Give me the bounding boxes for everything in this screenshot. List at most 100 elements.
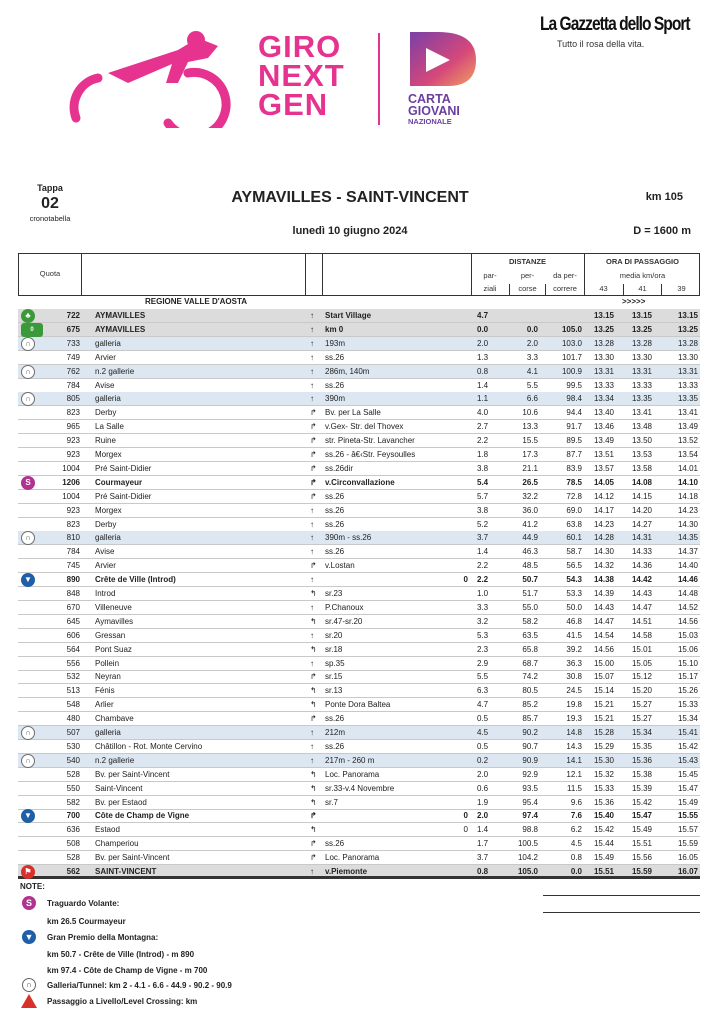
table-row: ♣ 722 AYMAVILLES ↑ Start Village 4.7 13.15 13.1…	[18, 309, 700, 323]
covered-km-cell: 10.6	[522, 408, 538, 418]
time-39-cell: 15.47	[677, 783, 698, 793]
gpm-icon: ▼	[21, 809, 35, 824]
covered-km-cell: 85.7	[522, 714, 538, 724]
quota-cell: 670	[66, 602, 80, 612]
table-row: 508 Champeriou ↱ ss.26 1.7 100.5 4.5 15.44 15.51…	[18, 837, 700, 852]
direction-icon: ↰	[310, 686, 317, 696]
partial-km-cell: 4.7	[477, 311, 489, 320]
time-39-cell: 13.52	[677, 436, 698, 446]
time-43-cell: 14.38	[593, 575, 614, 585]
time-43-cell: 14.56	[593, 644, 614, 654]
remaining-km-cell: 6.2	[570, 825, 582, 835]
time-41-cell: 14.20	[631, 505, 652, 515]
partial-km-cell: 2.2	[477, 575, 489, 585]
direction-icon: ↑	[310, 741, 314, 751]
giro-logo-text: GIRO NEXT GEN	[258, 29, 345, 122]
time-43-cell: 14.54	[593, 630, 614, 640]
place-cell: Pont Suaz	[95, 644, 132, 654]
place-cell: Aymavilles	[95, 616, 134, 626]
place-cell: galleria	[95, 394, 121, 404]
time-41-cell: 14.08	[631, 477, 652, 487]
time-43-cell: 13.46	[593, 422, 614, 432]
covered-km-cell: 48.5	[522, 561, 538, 571]
quota-cell: 810	[66, 533, 80, 543]
table-row: 550 Saint-Vincent ↰ sr.33-v.4 Novembre 0.6 93…	[18, 782, 700, 796]
time-43-cell: 14.47	[593, 616, 614, 626]
time-41-cell: 13.58	[631, 463, 652, 473]
time-43-cell: 14.43	[593, 602, 614, 612]
direction-icon: ↰	[310, 797, 317, 807]
remaining-km-cell: 105.0	[561, 324, 582, 334]
covered-km-cell: 0.0	[526, 324, 538, 334]
remaining-km-cell: 99.5	[566, 380, 582, 390]
time-39-cell: 13.30	[677, 352, 698, 362]
place-cell: AYMAVILLES	[95, 311, 146, 320]
gpm-icon: ▼	[22, 930, 36, 944]
time-41-cell: 14.27	[631, 519, 652, 529]
partial-km-cell: 0.8	[477, 867, 489, 876]
remaining-km-cell: 91.7	[566, 422, 582, 432]
time-39-cell: 13.31	[677, 366, 698, 376]
partial-km-cell: 0.5	[477, 741, 489, 751]
quota-cell: 923	[66, 505, 80, 515]
time-43-cell: 15.42	[593, 825, 614, 835]
table-row: 513 Fénis ↰ sr.13 6.3 80.5 24.5 15.14 15.20 15.26	[18, 684, 700, 699]
remaining-km-cell: 98.4	[566, 394, 582, 404]
road-cell: v.Circonvallazione	[325, 477, 395, 487]
road-cell: 217m - 260 m	[325, 755, 375, 765]
time-39-cell: 13.33	[677, 380, 698, 390]
table-row: ∩ 810 galleria ↑ 390m - ss.26 3.7 44.9 60.1 14.2…	[18, 531, 700, 546]
time-43-cell: 13.51	[593, 450, 614, 459]
covered-km-cell: 90.2	[522, 728, 538, 737]
table-row: ∩ 762 n.2 gallerie ↑ 286m, 140m 0.8 4.1 100.9 13…	[18, 364, 700, 379]
time-41-cell: 15.01	[631, 644, 652, 654]
time-43-cell: 15.51	[593, 867, 614, 876]
partial-km-cell: 1.0	[477, 589, 489, 598]
road-cell: ss.26	[325, 839, 345, 849]
partial-km-cell: 2.9	[477, 658, 489, 668]
direction-icon: ↑	[310, 366, 314, 376]
logo-divider	[378, 33, 380, 125]
remaining-km-cell: 89.5	[566, 436, 582, 446]
time-41-cell: 13.35	[631, 394, 652, 404]
remaining-km-cell: 63.8	[566, 519, 582, 529]
quota-cell: 530	[66, 741, 80, 751]
remaining-km-cell: 50.0	[566, 602, 582, 612]
partial-km-cell: 2.2	[477, 436, 489, 446]
da-percorrere-header-2: correre	[553, 284, 577, 293]
time-41-cell: 15.49	[631, 825, 652, 835]
road-cell: Ponte Dora Baltea	[325, 700, 391, 710]
remaining-km-cell: 54.3	[566, 575, 582, 585]
time-41-cell: 14.15	[631, 491, 652, 501]
road-cell: ss.26	[325, 519, 345, 529]
time-39-cell: 14.37	[677, 547, 698, 557]
remaining-km-cell: 19.8	[566, 700, 582, 710]
direction-icon: ↑	[310, 533, 314, 543]
time-43-cell: 13.25	[593, 324, 614, 334]
quota-cell: 805	[66, 394, 80, 404]
time-39-cell: 13.54	[677, 450, 698, 459]
percorse-header-2: corse	[509, 284, 546, 295]
carta-text: CARTA	[408, 92, 451, 106]
time-39-cell: 15.06	[677, 644, 698, 654]
road-cell: sr.15	[325, 672, 343, 682]
time-43-cell: 13.40	[593, 408, 614, 418]
remaining-km-cell: 78.5	[566, 477, 582, 487]
notes-title: NOTE:	[20, 882, 45, 891]
tunnel-icon: ∩	[21, 726, 35, 740]
time-41-cell: 14.51	[631, 616, 652, 626]
direction-icon: ↰	[310, 825, 317, 835]
direction-icon: ↑	[310, 338, 314, 348]
place-cell: n.2 gallerie	[95, 755, 135, 765]
time-41-cell: 15.35	[631, 741, 652, 751]
time-39-cell: 14.56	[677, 616, 698, 626]
road-cell: km 0	[325, 324, 344, 334]
direction-icon: ↱	[310, 811, 317, 821]
place-cell: Arvier	[95, 352, 116, 362]
gpm-note-item: km 97.4 - Côte de Champ de Vigne - m 700	[47, 966, 208, 975]
remaining-km-cell: 0.0	[570, 867, 582, 876]
direction-icon: ↑	[310, 352, 314, 362]
covered-km-cell: 105.0	[517, 867, 538, 876]
partial-km-cell: 1.8	[477, 450, 489, 459]
time-41-cell: 15.56	[631, 853, 652, 863]
